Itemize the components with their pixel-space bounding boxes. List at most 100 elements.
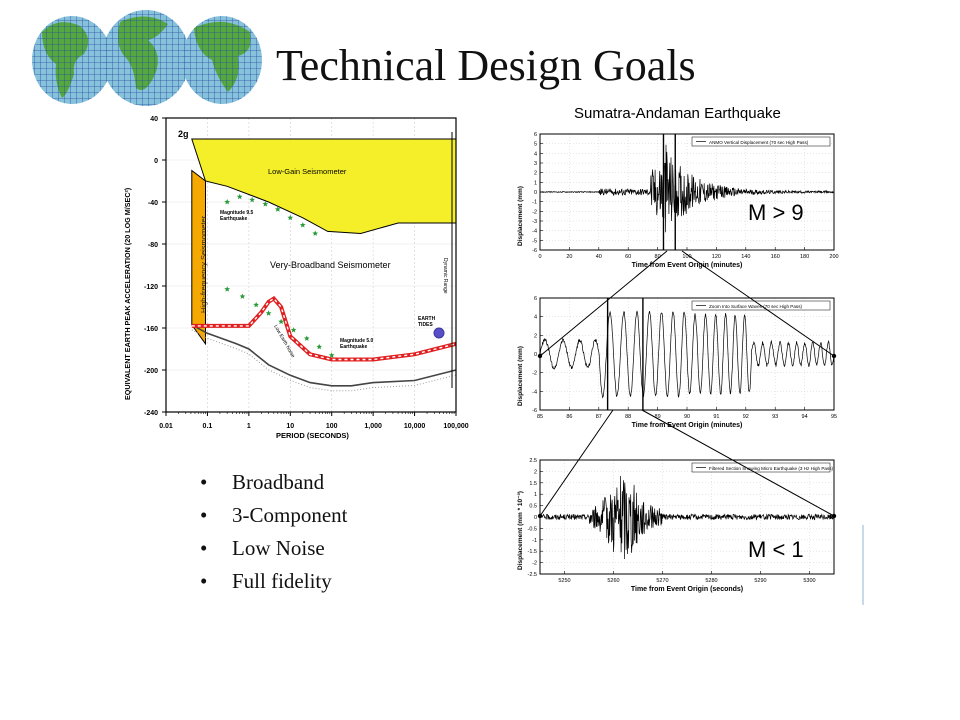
- y-tick-label: -6: [532, 248, 537, 254]
- bullet-text: Low Noise: [232, 536, 325, 560]
- annotation-earth-tides-line1: EARTH: [418, 316, 436, 322]
- star-marker: [275, 206, 281, 212]
- annotation-high-frequency: High-frequency Seismometer: [199, 215, 208, 313]
- series-magnitude-5-0-earthquake-hatch: [191, 297, 457, 361]
- y-tick-label: 5: [534, 142, 537, 148]
- star-marker: [265, 310, 272, 316]
- x-tick-label: 1: [247, 423, 251, 430]
- y-tick-label: 40: [150, 116, 158, 123]
- x-axis-label: Time from Event Origin (minutes): [632, 422, 743, 429]
- y-tick-label: 1: [534, 492, 537, 498]
- series-low-earth-noise: [191, 324, 457, 387]
- zoom-connector-lines: [537, 250, 837, 519]
- legend-label: ANMO Vertical Displacement (70 sec High …: [709, 140, 809, 145]
- y-tick-label: -1: [532, 200, 537, 206]
- x-tick-label: 10,000: [404, 423, 426, 430]
- earth-tides-marker: [433, 327, 445, 339]
- x-tick-label: 100: [326, 423, 338, 430]
- y-tick-label: -5: [532, 238, 537, 244]
- globe-map-icon: [32, 10, 262, 106]
- y-tick-label: -40: [148, 200, 158, 207]
- y-tick-label: 4: [534, 315, 537, 321]
- zoom-connector-end: [537, 353, 543, 359]
- x-tick-label: 180: [800, 254, 809, 260]
- x-tick-label: 89: [655, 414, 661, 420]
- panel-full-record: ANMO Vertical Displacement (70 sec High …: [517, 132, 839, 269]
- y-tick-label: -6: [532, 408, 537, 414]
- x-tick-label: 95: [831, 414, 837, 420]
- zoom-connector: [641, 409, 835, 517]
- x-tick-label: 40: [596, 254, 602, 260]
- x-tick-label: 100,000: [443, 423, 468, 430]
- y-tick-label: -2.5: [528, 572, 537, 578]
- x-tick-label: 88: [625, 414, 631, 420]
- x-tick-label: 140: [741, 254, 750, 260]
- annotation-mag95-line1: Magnitude 9.5: [220, 210, 254, 216]
- x-tick-label: 87: [596, 414, 602, 420]
- y-tick-label: -2: [532, 561, 537, 567]
- y-tick-label: -240: [144, 410, 158, 417]
- x-tick-label: 5280: [705, 578, 717, 584]
- zoom-connector: [539, 409, 614, 517]
- star-marker: [299, 222, 306, 228]
- star-marker: [253, 301, 259, 308]
- noise-model-chart: 0.01 0.1 1 10 100 1,000 10,000 100,000 40 0 -40 -80…: [123, 116, 469, 440]
- list-item: • Full fidelity: [200, 569, 332, 593]
- y-tick-label: -2: [532, 371, 537, 377]
- waves-title: Sumatra-Andaman Earthquake: [574, 105, 781, 122]
- x-tick-label: 20: [566, 254, 572, 260]
- legend-label: Zoom Into Surface Waves (70 sec High Pas…: [709, 304, 802, 309]
- y-tick-label: 3: [534, 161, 537, 167]
- annotation-mag50-line2: Earthquake: [340, 344, 367, 350]
- x-tick-label: 160: [771, 254, 780, 260]
- x-tick-label: 86: [566, 414, 572, 420]
- list-item: • Broadband: [200, 470, 325, 494]
- y-tick-label: -1.5: [528, 549, 537, 555]
- annotation-2g: 2g: [178, 129, 189, 139]
- y-axis-label: Displacement (mm): [517, 346, 524, 406]
- bullet-list: • Broadband • 3-Component • Low Noise • Full…: [200, 466, 348, 598]
- series-low-earth-noise-stipple: [191, 329, 457, 392]
- y-tick-label: -120: [144, 284, 158, 291]
- y-tick-label: 0: [154, 158, 158, 165]
- y-tick-label: 4: [534, 151, 537, 157]
- star-marker: [303, 335, 310, 341]
- y-axis-label: Displacement (mm * 10⁻³): [517, 491, 524, 570]
- waveform-trace: [539, 475, 835, 560]
- y-axis-label: Displacement (mm): [517, 186, 524, 246]
- y-tick-label: -0.5: [528, 526, 537, 532]
- x-tick-label: 5290: [754, 578, 766, 584]
- zoom-connector: [681, 250, 835, 357]
- bullet-text: 3-Component: [232, 503, 348, 527]
- x-tick-label: 80: [655, 254, 661, 260]
- annotation-earth-tides-line2: TIDES: [418, 322, 433, 328]
- globe-map-logo: [28, 2, 268, 119]
- x-tick-label: 0.1: [203, 423, 213, 430]
- zoom-connector-end: [831, 513, 837, 519]
- bullet-text: Broadband: [232, 470, 325, 494]
- x-tick-label: 1,000: [364, 423, 382, 430]
- star-marker: [328, 352, 335, 358]
- legend-box: [691, 462, 831, 473]
- x-tick-label: 93: [772, 414, 778, 420]
- plot-frame: [165, 117, 457, 413]
- x-tick-label: 5250: [558, 578, 570, 584]
- x-tick-label: 85: [537, 414, 543, 420]
- panel-micro-earthquake: Filtered Section Showing Micro Earthquak…: [517, 458, 835, 593]
- annotation-mag50-line1: Magnitude 5.0: [340, 338, 374, 344]
- star-marker: [312, 230, 319, 236]
- x-tick-label: 60: [625, 254, 631, 260]
- x-tick-label: 5300: [803, 578, 815, 584]
- x-axis-label: Time from Event Origin (seconds): [631, 586, 743, 593]
- waveform-trace: [539, 144, 835, 233]
- list-item: • Low Noise: [200, 536, 325, 560]
- x-tick-label: 0.01: [159, 423, 173, 430]
- annotation-dynamic-range: Dynamic Range: [442, 258, 448, 294]
- chart-stars: [224, 193, 335, 358]
- star-marker: [224, 199, 230, 205]
- seismogram-panels: Sumatra-Andaman Earthquake ANMO Vertical…: [517, 105, 839, 593]
- x-tick-label: 0: [538, 254, 541, 260]
- annotation-low-gain: Low-Gain Seismometer: [268, 167, 347, 176]
- y-tick-label: -2: [532, 209, 537, 215]
- zoom-connector: [539, 250, 668, 357]
